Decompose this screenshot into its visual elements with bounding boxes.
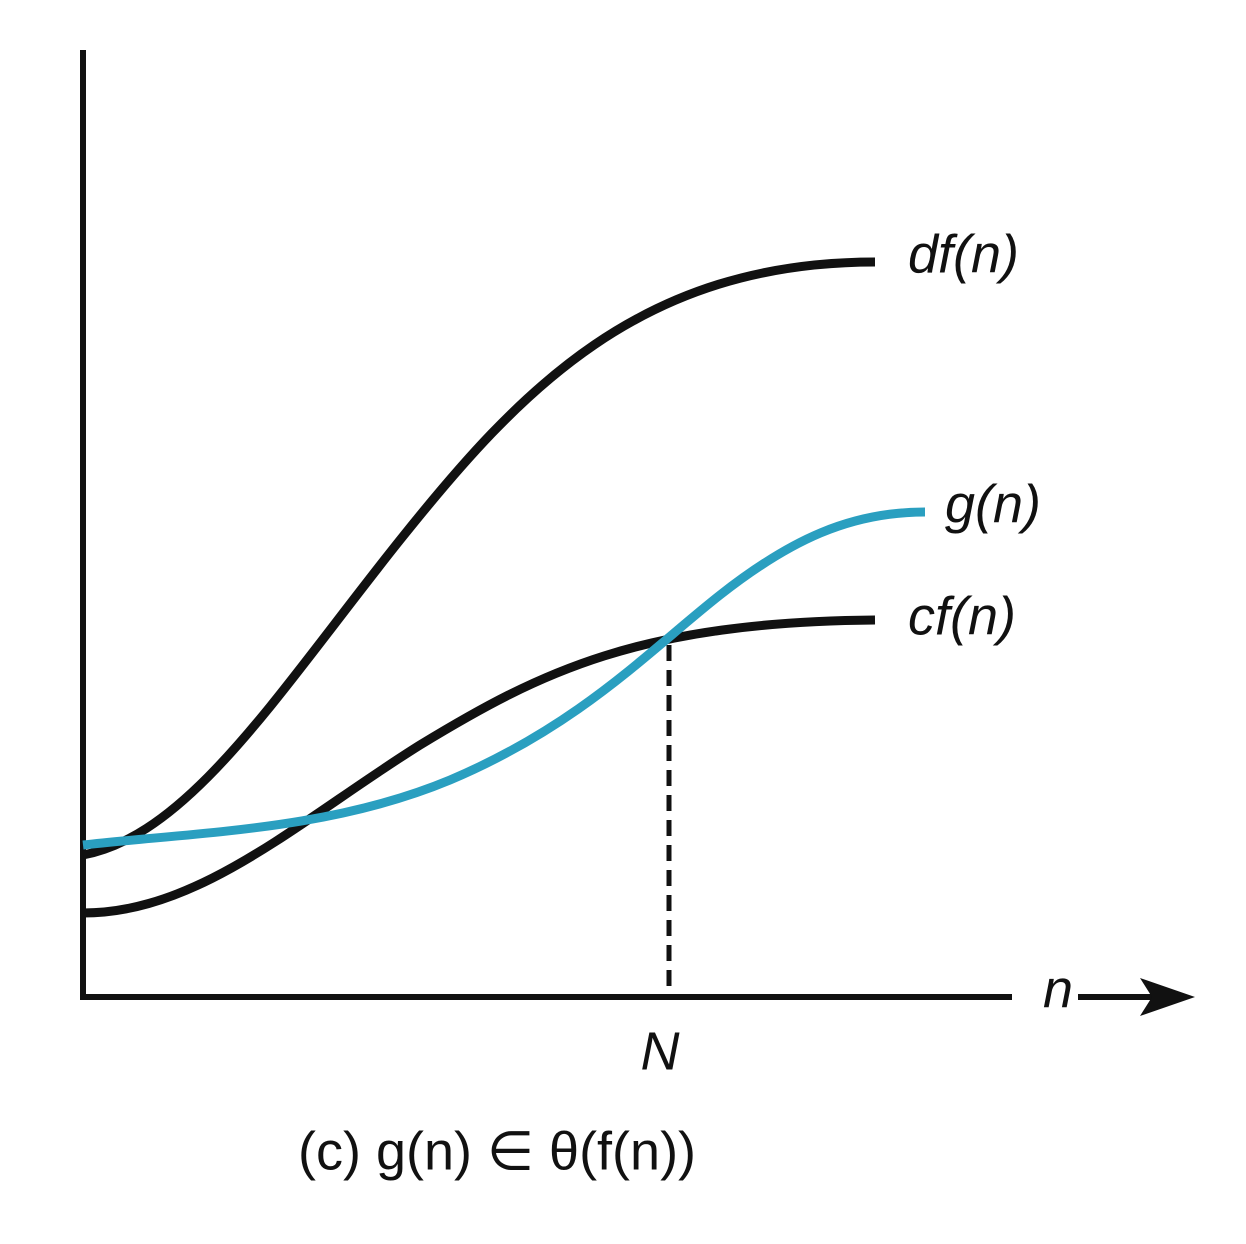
caption: (c) g(n) ∈ θ(f(n)) (298, 1121, 696, 1181)
x-axis-label: n (1043, 959, 1073, 1019)
lower-label: cf(n) (908, 586, 1016, 646)
upper-curve (82, 257, 876, 860)
threshold-label: N (641, 1021, 681, 1081)
upper-label: df(n) (908, 224, 1019, 284)
function-label: g(n) (945, 474, 1041, 534)
lower-curve (82, 615, 876, 918)
function-curve (82, 507, 926, 850)
axis-arrowhead (1140, 978, 1195, 1016)
